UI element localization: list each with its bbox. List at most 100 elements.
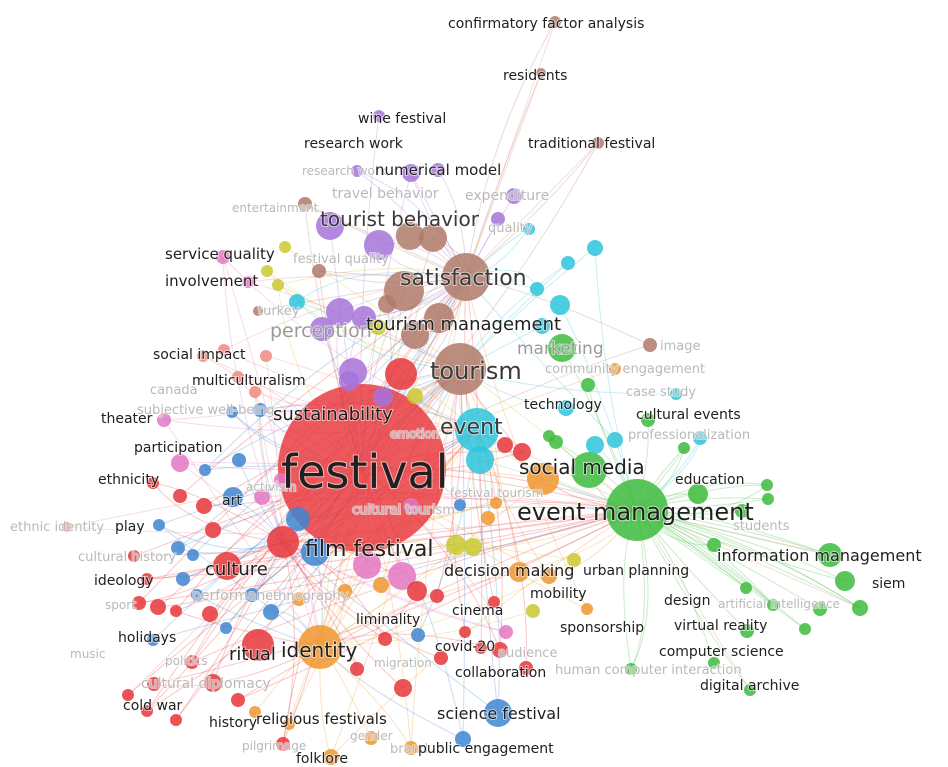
keyword-node[interactable] [643, 338, 657, 352]
keyword-node[interactable] [835, 571, 855, 591]
label-quality: quality [488, 221, 533, 236]
keyword-node[interactable] [761, 479, 773, 491]
label-cold-war: cold war [123, 698, 183, 714]
keyword-node[interactable] [150, 599, 166, 615]
keyword-node[interactable] [762, 493, 774, 505]
keyword-node[interactable] [350, 662, 364, 676]
label-artificial-intelligence: artificial intelligence [718, 597, 840, 611]
label-collaboration: collaboration [455, 665, 546, 681]
keyword-node[interactable] [530, 282, 544, 296]
keyword-node[interactable] [561, 256, 575, 270]
keyword-node[interactable] [196, 498, 212, 514]
label-cultural-events: cultural events [636, 407, 741, 423]
label-satisfaction: satisfaction [400, 266, 527, 291]
label-expenditure: expenditure [465, 188, 549, 204]
label-science-festival: science festival [437, 704, 561, 723]
keyword-node[interactable] [481, 511, 495, 525]
label-festival: festival [281, 445, 448, 499]
keyword-node[interactable] [407, 388, 423, 404]
label-canada: canada [150, 383, 198, 398]
keyword-node[interactable] [499, 625, 513, 639]
keyword-node[interactable] [231, 693, 245, 707]
label-cultural-tourism: cultural tourism [352, 503, 455, 518]
keyword-node[interactable] [678, 442, 690, 454]
label-cultural-diplomacy: cultural diplomacy [141, 676, 271, 692]
keyword-node[interactable] [581, 603, 593, 615]
keyword-node[interactable] [373, 577, 389, 593]
keyword-node[interactable] [176, 572, 190, 586]
label-siem: siem [872, 576, 905, 592]
label-image: image [660, 339, 701, 354]
label-cultural-history: cultural history [78, 550, 176, 565]
keyword-node[interactable] [267, 526, 299, 558]
keyword-node[interactable] [261, 265, 273, 277]
label-religious-festivals: religious festivals [256, 710, 387, 728]
keyword-node[interactable] [459, 626, 471, 638]
keyword-node[interactable] [526, 604, 540, 618]
keyword-node[interactable] [581, 378, 595, 392]
keyword-node[interactable] [173, 489, 187, 503]
label-tourism-management: tourism management [366, 314, 561, 335]
label-event-management: event management [517, 498, 754, 526]
keyword-node[interactable] [202, 606, 218, 622]
keyword-node[interactable] [446, 535, 466, 555]
keyword-node[interactable] [187, 549, 199, 561]
keyword-node[interactable] [232, 453, 246, 467]
keyword-node[interactable] [607, 432, 623, 448]
label-multiculturalism: multiculturalism [192, 373, 306, 389]
keyword-node[interactable] [543, 430, 555, 442]
keyword-node[interactable] [378, 632, 392, 646]
label-sport: sport [105, 598, 136, 612]
keyword-node[interactable] [279, 241, 291, 253]
label-confirmatory-factor-analysis: confirmatory factor analysis [448, 16, 644, 32]
keyword-node[interactable] [220, 622, 232, 634]
keyword-node[interactable] [799, 623, 811, 635]
label-event: event [440, 415, 503, 440]
keyword-node[interactable] [385, 358, 417, 390]
keyword-node[interactable] [454, 499, 466, 511]
label-liminality: liminality [356, 612, 420, 628]
keyword-node[interactable] [263, 604, 279, 620]
label-film-festival: film festival [305, 537, 434, 562]
label-holidays: holidays [118, 630, 176, 646]
keyword-node[interactable] [286, 507, 310, 531]
label-art: art [222, 493, 242, 509]
keyword-node[interactable] [260, 350, 272, 362]
keyword-node[interactable] [170, 605, 182, 617]
keyword-node[interactable] [740, 582, 752, 594]
label-residents: residents [503, 68, 567, 84]
label-politics: politics [165, 654, 208, 668]
keyword-node[interactable] [339, 371, 359, 391]
keyword-node[interactable] [586, 436, 604, 454]
keyword-node[interactable] [272, 279, 284, 291]
label-turkey: turkey [258, 304, 300, 319]
keyword-node[interactable] [407, 581, 427, 601]
keyword-node[interactable] [378, 295, 396, 313]
label-folklore: folklore [296, 751, 348, 767]
label-covid-20: covid-20 [435, 639, 495, 655]
keyword-node[interactable] [199, 464, 211, 476]
label-information-management: information management [717, 546, 922, 565]
keyword-node[interactable] [852, 600, 868, 616]
keyword-node[interactable] [550, 295, 570, 315]
label-wine-festival: wine festival [358, 111, 446, 127]
keyword-node[interactable] [464, 538, 482, 556]
label-urban-planning: urban planning [583, 563, 689, 579]
keyword-node[interactable] [153, 519, 165, 531]
keyword-node[interactable] [587, 240, 603, 256]
label-faint: entertainment [232, 201, 319, 215]
label-sustainability: sustainability [273, 404, 393, 425]
keyword-node[interactable] [394, 679, 412, 697]
label-traditional-festival: traditional festival [528, 136, 655, 152]
label-ethnography: ethnography [265, 589, 349, 604]
label-public-engagement: public engagement [418, 741, 554, 757]
label-tourism: tourism [430, 357, 522, 385]
keyword-node[interactable] [466, 446, 494, 474]
keyword-node[interactable] [411, 628, 425, 642]
label-mobility: mobility [530, 586, 587, 602]
keyword-node[interactable] [205, 522, 221, 538]
keyword-node[interactable] [170, 714, 182, 726]
keyword-node[interactable] [430, 589, 444, 603]
keyword-node[interactable] [171, 454, 189, 472]
